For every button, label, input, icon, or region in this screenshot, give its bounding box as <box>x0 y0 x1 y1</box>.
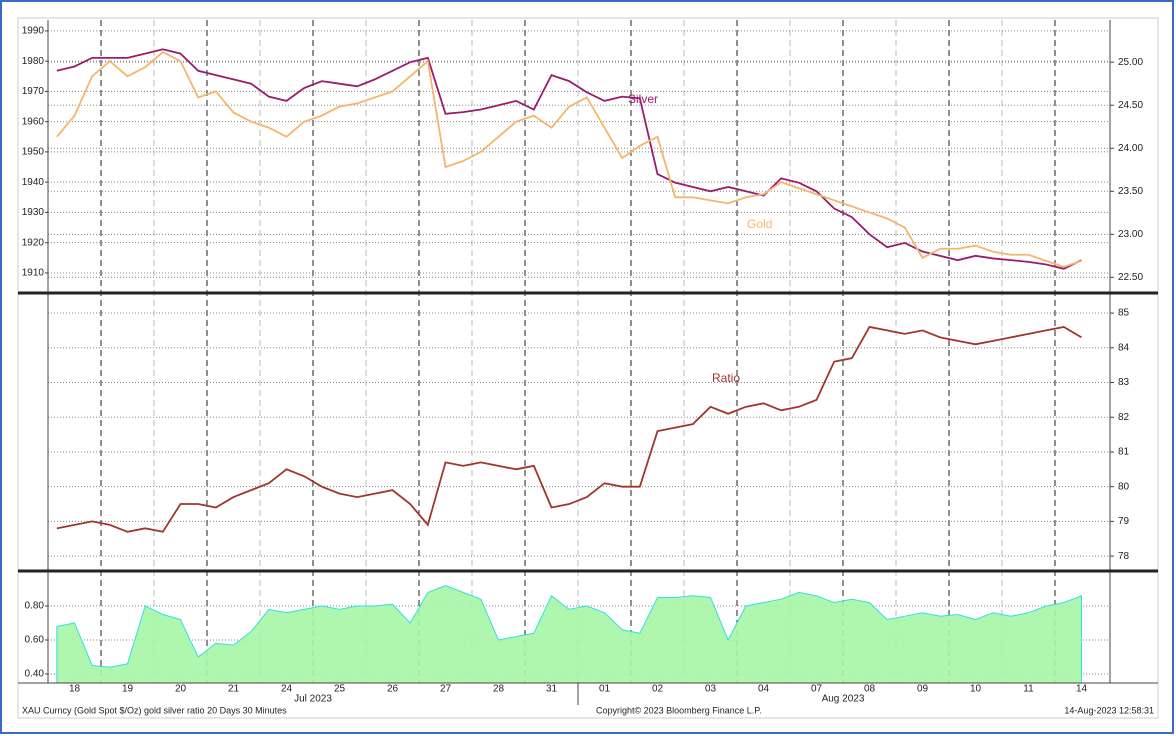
x-tick-label: 02 <box>652 684 664 695</box>
y2-tick-label: 23.00 <box>1118 229 1143 240</box>
y-tick-label: 1960 <box>22 116 45 127</box>
x-tick-label: 11 <box>1023 684 1034 695</box>
x-tick-label: 09 <box>917 684 929 695</box>
x-tick-label: 26 <box>387 684 399 695</box>
series-annotation: Silver <box>628 92 658 106</box>
x-tick-label: 24 <box>281 684 293 695</box>
y-tick-label: 1930 <box>22 207 45 218</box>
x-tick-label: 18 <box>69 684 81 695</box>
y2-tick-label: 85 <box>1118 308 1130 319</box>
x-group-label: Aug 2023 <box>822 694 865 705</box>
x-tick-label: 10 <box>970 684 982 695</box>
x-tick-label: 27 <box>440 684 452 695</box>
x-tick-label: 04 <box>758 684 770 695</box>
y-tick-label: 1940 <box>22 177 45 188</box>
x-tick-label: 25 <box>334 684 346 695</box>
x-group-label: Jul 2023 <box>294 694 332 705</box>
y2-tick-label: 82 <box>1118 412 1130 423</box>
series-annotation: Ratio <box>712 371 740 385</box>
y2-tick-label: 25.00 <box>1118 57 1143 68</box>
series-line <box>56 50 1082 268</box>
footer-center: Copyright© 2023 Bloomberg Finance L.P. <box>596 705 762 715</box>
y2-tick-label: 83 <box>1118 377 1130 388</box>
y-tick-label: 1980 <box>22 56 45 67</box>
y-tick-label: 0.40 <box>25 669 45 680</box>
x-tick-label: 07 <box>811 684 823 695</box>
y2-tick-label: 24.50 <box>1118 100 1143 111</box>
x-tick-label: 03 <box>705 684 717 695</box>
footer-right: 14-Aug-2023 12:58:31 <box>1064 705 1154 715</box>
y-tick-label: 1910 <box>22 268 45 279</box>
y2-tick-label: 22.50 <box>1118 272 1143 283</box>
y2-tick-label: 78 <box>1118 551 1130 562</box>
y-tick-label: 1950 <box>22 147 45 158</box>
y2-tick-label: 84 <box>1118 342 1130 353</box>
x-tick-label: 08 <box>864 684 876 695</box>
x-tick-label: 31 <box>546 684 558 695</box>
x-tick-label: 01 <box>599 684 611 695</box>
x-tick-label: 20 <box>175 684 187 695</box>
x-tick-label: 14 <box>1076 684 1088 695</box>
y2-tick-label: 24.00 <box>1118 143 1143 154</box>
y-tick-label: 0.80 <box>25 601 45 612</box>
y-tick-label: 1990 <box>22 26 45 37</box>
y-tick-label: 1920 <box>22 237 45 248</box>
y2-tick-label: 79 <box>1118 516 1130 527</box>
y2-tick-label: 81 <box>1118 447 1130 458</box>
x-tick-label: 28 <box>493 684 505 695</box>
footer-left: XAU Curncy (Gold Spot $/Oz) gold silver … <box>22 705 287 715</box>
y2-tick-label: 80 <box>1118 481 1130 492</box>
y-tick-label: 0.60 <box>25 635 45 646</box>
y2-tick-label: 23.50 <box>1118 186 1143 197</box>
series-annotation: Gold <box>747 217 772 231</box>
x-tick-label: 19 <box>122 684 134 695</box>
inner-frame <box>17 17 1159 719</box>
y-tick-label: 1970 <box>22 86 45 97</box>
series-line <box>56 325 1082 533</box>
x-tick-label: 21 <box>228 684 240 695</box>
series-line <box>56 48 1082 270</box>
series-area <box>56 585 1082 684</box>
